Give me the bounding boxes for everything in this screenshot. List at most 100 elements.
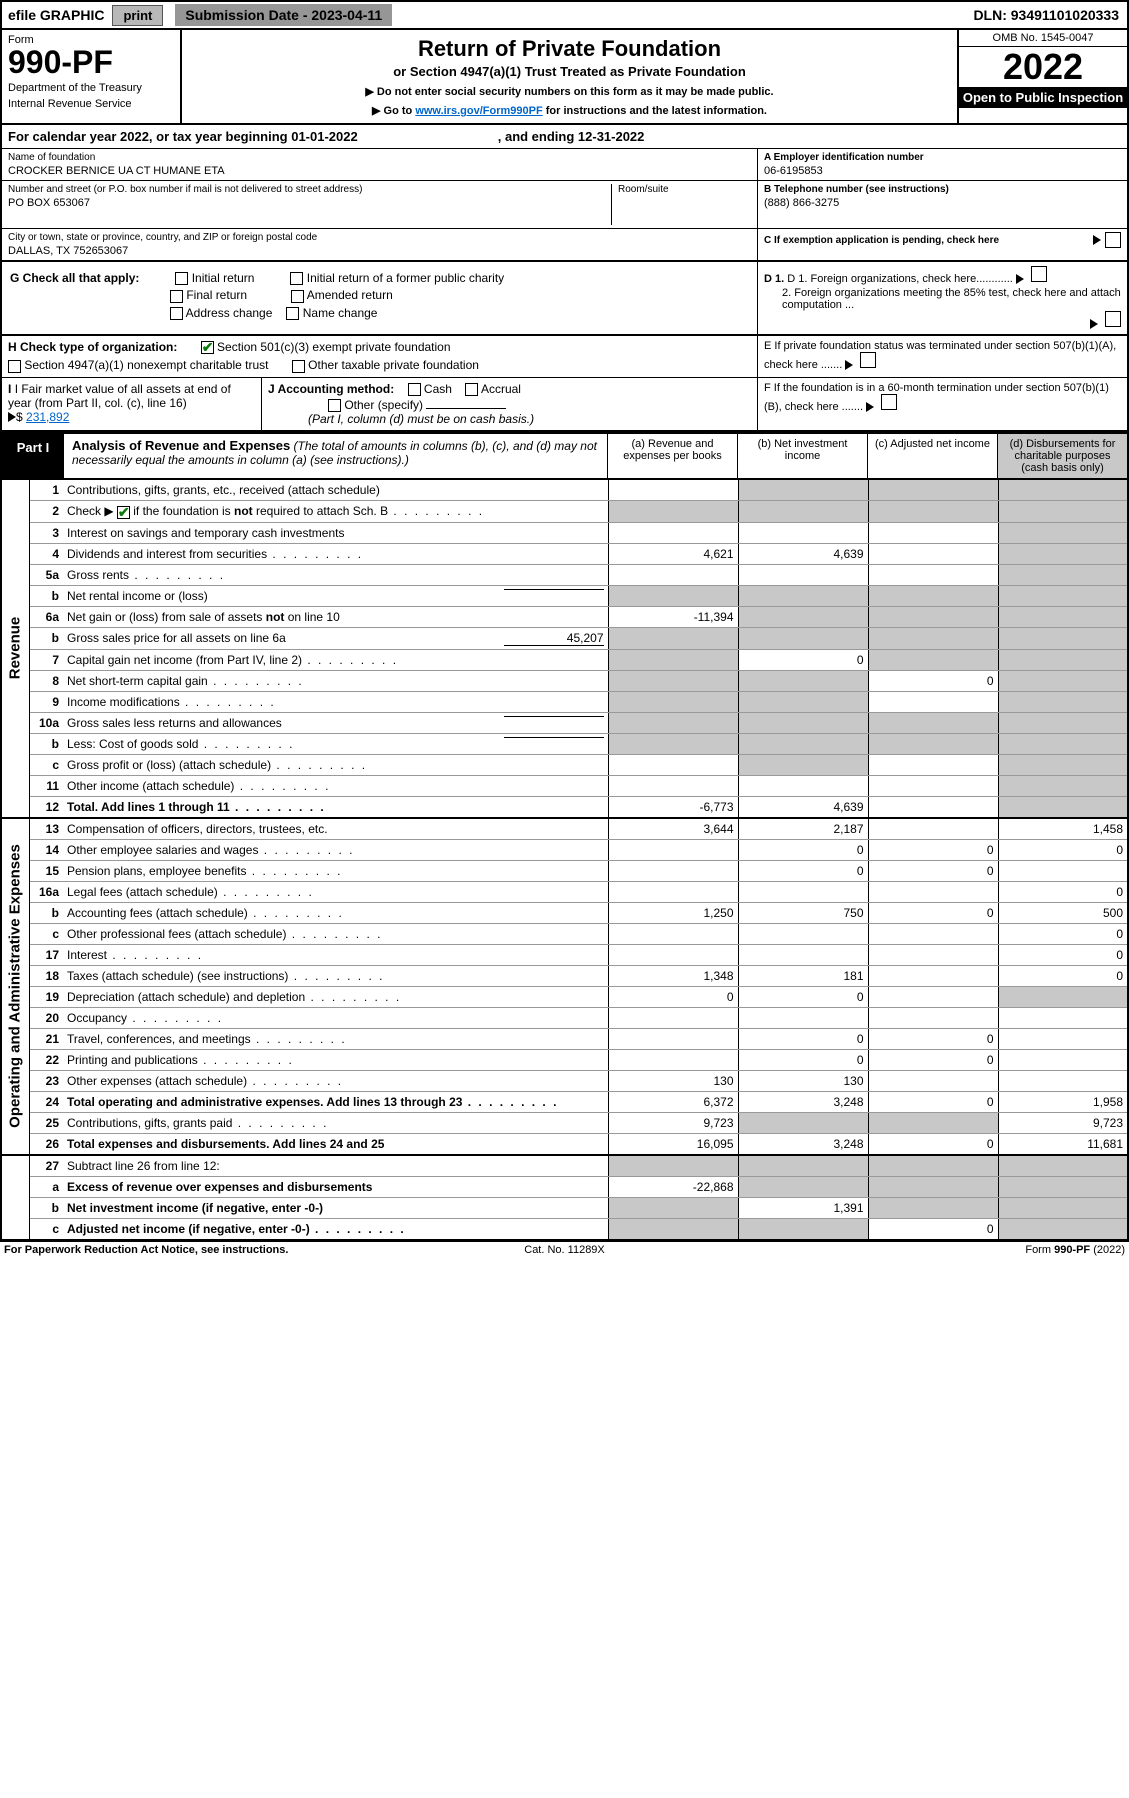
amount-cell: 1,958 bbox=[998, 1091, 1128, 1112]
table-row: 8Net short-term capital gain0 bbox=[1, 670, 1128, 691]
table-row: 26Total expenses and disbursements. Add … bbox=[1, 1133, 1128, 1155]
amount-cell bbox=[868, 754, 998, 775]
amount-cell: 3,248 bbox=[738, 1091, 868, 1112]
table-row: 2Check ▶ if the foundation is not requir… bbox=[1, 501, 1128, 522]
table-row: 15Pension plans, employee benefits00 bbox=[1, 860, 1128, 881]
final-return-checkbox[interactable] bbox=[170, 290, 183, 303]
calendar-year-row: For calendar year 2022, or tax year begi… bbox=[0, 125, 1129, 149]
amount-cell bbox=[998, 986, 1128, 1007]
amount-cell bbox=[738, 627, 868, 649]
amount-cell bbox=[998, 670, 1128, 691]
amount-cell bbox=[608, 670, 738, 691]
table-row: 4Dividends and interest from securities4… bbox=[1, 543, 1128, 564]
amount-cell bbox=[608, 712, 738, 733]
amount-cell bbox=[998, 501, 1128, 522]
amount-cell bbox=[998, 1197, 1128, 1218]
room-label: Room/suite bbox=[618, 184, 751, 195]
summary-table: 27Subtract line 26 from line 12:aExcess … bbox=[0, 1156, 1129, 1241]
final-return-label: Final return bbox=[186, 288, 247, 302]
amount-cell bbox=[998, 796, 1128, 818]
d2-label: 2. Foreign organizations meeting the 85%… bbox=[782, 287, 1121, 311]
d2-checkbox[interactable] bbox=[1105, 311, 1121, 327]
foundation-name: CROCKER BERNICE UA CT HUMANE ETA bbox=[8, 165, 751, 177]
amount-cell bbox=[738, 606, 868, 627]
amount-cell bbox=[998, 1049, 1128, 1070]
amount-cell: 3,644 bbox=[608, 819, 738, 840]
open-to-public: Open to Public Inspection bbox=[959, 87, 1127, 108]
amount-cell bbox=[998, 585, 1128, 606]
amount-cell bbox=[738, 480, 868, 501]
table-row: 7Capital gain net income (from Part IV, … bbox=[1, 649, 1128, 670]
cash-label: Cash bbox=[424, 382, 452, 396]
amount-cell: 0 bbox=[868, 860, 998, 881]
line-number: 12 bbox=[29, 796, 63, 818]
instr-ssn: ▶ Do not enter social security numbers o… bbox=[188, 85, 951, 98]
line-number: 1 bbox=[29, 480, 63, 501]
501c3-checkbox[interactable] bbox=[201, 341, 214, 354]
amount-cell: 6,372 bbox=[608, 1091, 738, 1112]
f-checkbox[interactable] bbox=[881, 394, 897, 410]
other-method-checkbox[interactable] bbox=[328, 399, 341, 412]
other-taxable-checkbox[interactable] bbox=[292, 360, 305, 373]
topbar: efile GRAPHIC print Submission Date - 20… bbox=[0, 0, 1129, 30]
address-change-checkbox[interactable] bbox=[170, 307, 183, 320]
info-box: Name of foundation CROCKER BERNICE UA CT… bbox=[0, 149, 1129, 262]
amount-cell: 1,458 bbox=[998, 819, 1128, 840]
e-label: E If private foundation status was termi… bbox=[764, 340, 1116, 371]
amount-cell bbox=[608, 627, 738, 649]
amount-cell bbox=[608, 1028, 738, 1049]
amount-cell bbox=[738, 944, 868, 965]
amount-cell bbox=[608, 733, 738, 754]
line-description: Accounting fees (attach schedule) bbox=[63, 902, 608, 923]
address-label: Number and street (or P.O. box number if… bbox=[8, 184, 611, 195]
initial-return-checkbox[interactable] bbox=[175, 272, 188, 285]
amount-cell: 9,723 bbox=[608, 1112, 738, 1133]
amount-cell: -22,868 bbox=[608, 1176, 738, 1197]
print-button[interactable]: print bbox=[112, 5, 163, 26]
amount-cell bbox=[608, 944, 738, 965]
amount-cell bbox=[608, 860, 738, 881]
amount-cell bbox=[998, 1156, 1128, 1177]
line-description: Contributions, gifts, grants paid bbox=[63, 1112, 608, 1133]
amount-cell bbox=[608, 775, 738, 796]
fmv-value[interactable]: 231,892 bbox=[26, 410, 69, 424]
irs-link[interactable]: www.irs.gov/Form990PF bbox=[415, 105, 542, 117]
amount-cell: 0 bbox=[738, 860, 868, 881]
amount-cell bbox=[868, 585, 998, 606]
amount-cell: -6,773 bbox=[608, 796, 738, 818]
arrow-icon bbox=[845, 360, 853, 370]
d1-checkbox[interactable] bbox=[1031, 266, 1047, 282]
line-number: 10a bbox=[29, 712, 63, 733]
amount-cell bbox=[738, 881, 868, 902]
amount-cell bbox=[998, 1028, 1128, 1049]
cash-checkbox[interactable] bbox=[408, 383, 421, 396]
section-side-label bbox=[1, 1156, 29, 1240]
initial-former-label: Initial return of a former public charit… bbox=[307, 271, 504, 285]
city: DALLAS, TX 752653067 bbox=[8, 245, 751, 257]
amount-cell bbox=[738, 712, 868, 733]
line-number: b bbox=[29, 627, 63, 649]
d1-label: D 1. D 1. Foreign organizations, check h… bbox=[764, 266, 1121, 285]
line-description: Capital gain net income (from Part IV, l… bbox=[63, 649, 608, 670]
e-checkbox[interactable] bbox=[860, 352, 876, 368]
amount-cell bbox=[868, 501, 998, 522]
4947-checkbox[interactable] bbox=[8, 360, 21, 373]
exemption-checkbox[interactable] bbox=[1105, 232, 1121, 248]
amount-cell bbox=[608, 1049, 738, 1070]
amount-cell: 2,187 bbox=[738, 819, 868, 840]
amount-cell: 0 bbox=[998, 839, 1128, 860]
amount-cell bbox=[608, 691, 738, 712]
schb-checkbox[interactable] bbox=[117, 506, 130, 519]
h-row: H Check type of organization: Section 50… bbox=[0, 336, 1129, 378]
amended-return-checkbox[interactable] bbox=[291, 290, 304, 303]
revenue-table: Revenue1Contributions, gifts, grants, et… bbox=[0, 480, 1129, 818]
name-change-checkbox[interactable] bbox=[286, 307, 299, 320]
line-number: b bbox=[29, 902, 63, 923]
amount-cell: 0 bbox=[738, 986, 868, 1007]
line-number: 19 bbox=[29, 986, 63, 1007]
accrual-checkbox[interactable] bbox=[465, 383, 478, 396]
table-row: bNet rental income or (loss) bbox=[1, 585, 1128, 606]
amount-cell bbox=[868, 1007, 998, 1028]
line-description: Pension plans, employee benefits bbox=[63, 860, 608, 881]
initial-former-checkbox[interactable] bbox=[290, 272, 303, 285]
